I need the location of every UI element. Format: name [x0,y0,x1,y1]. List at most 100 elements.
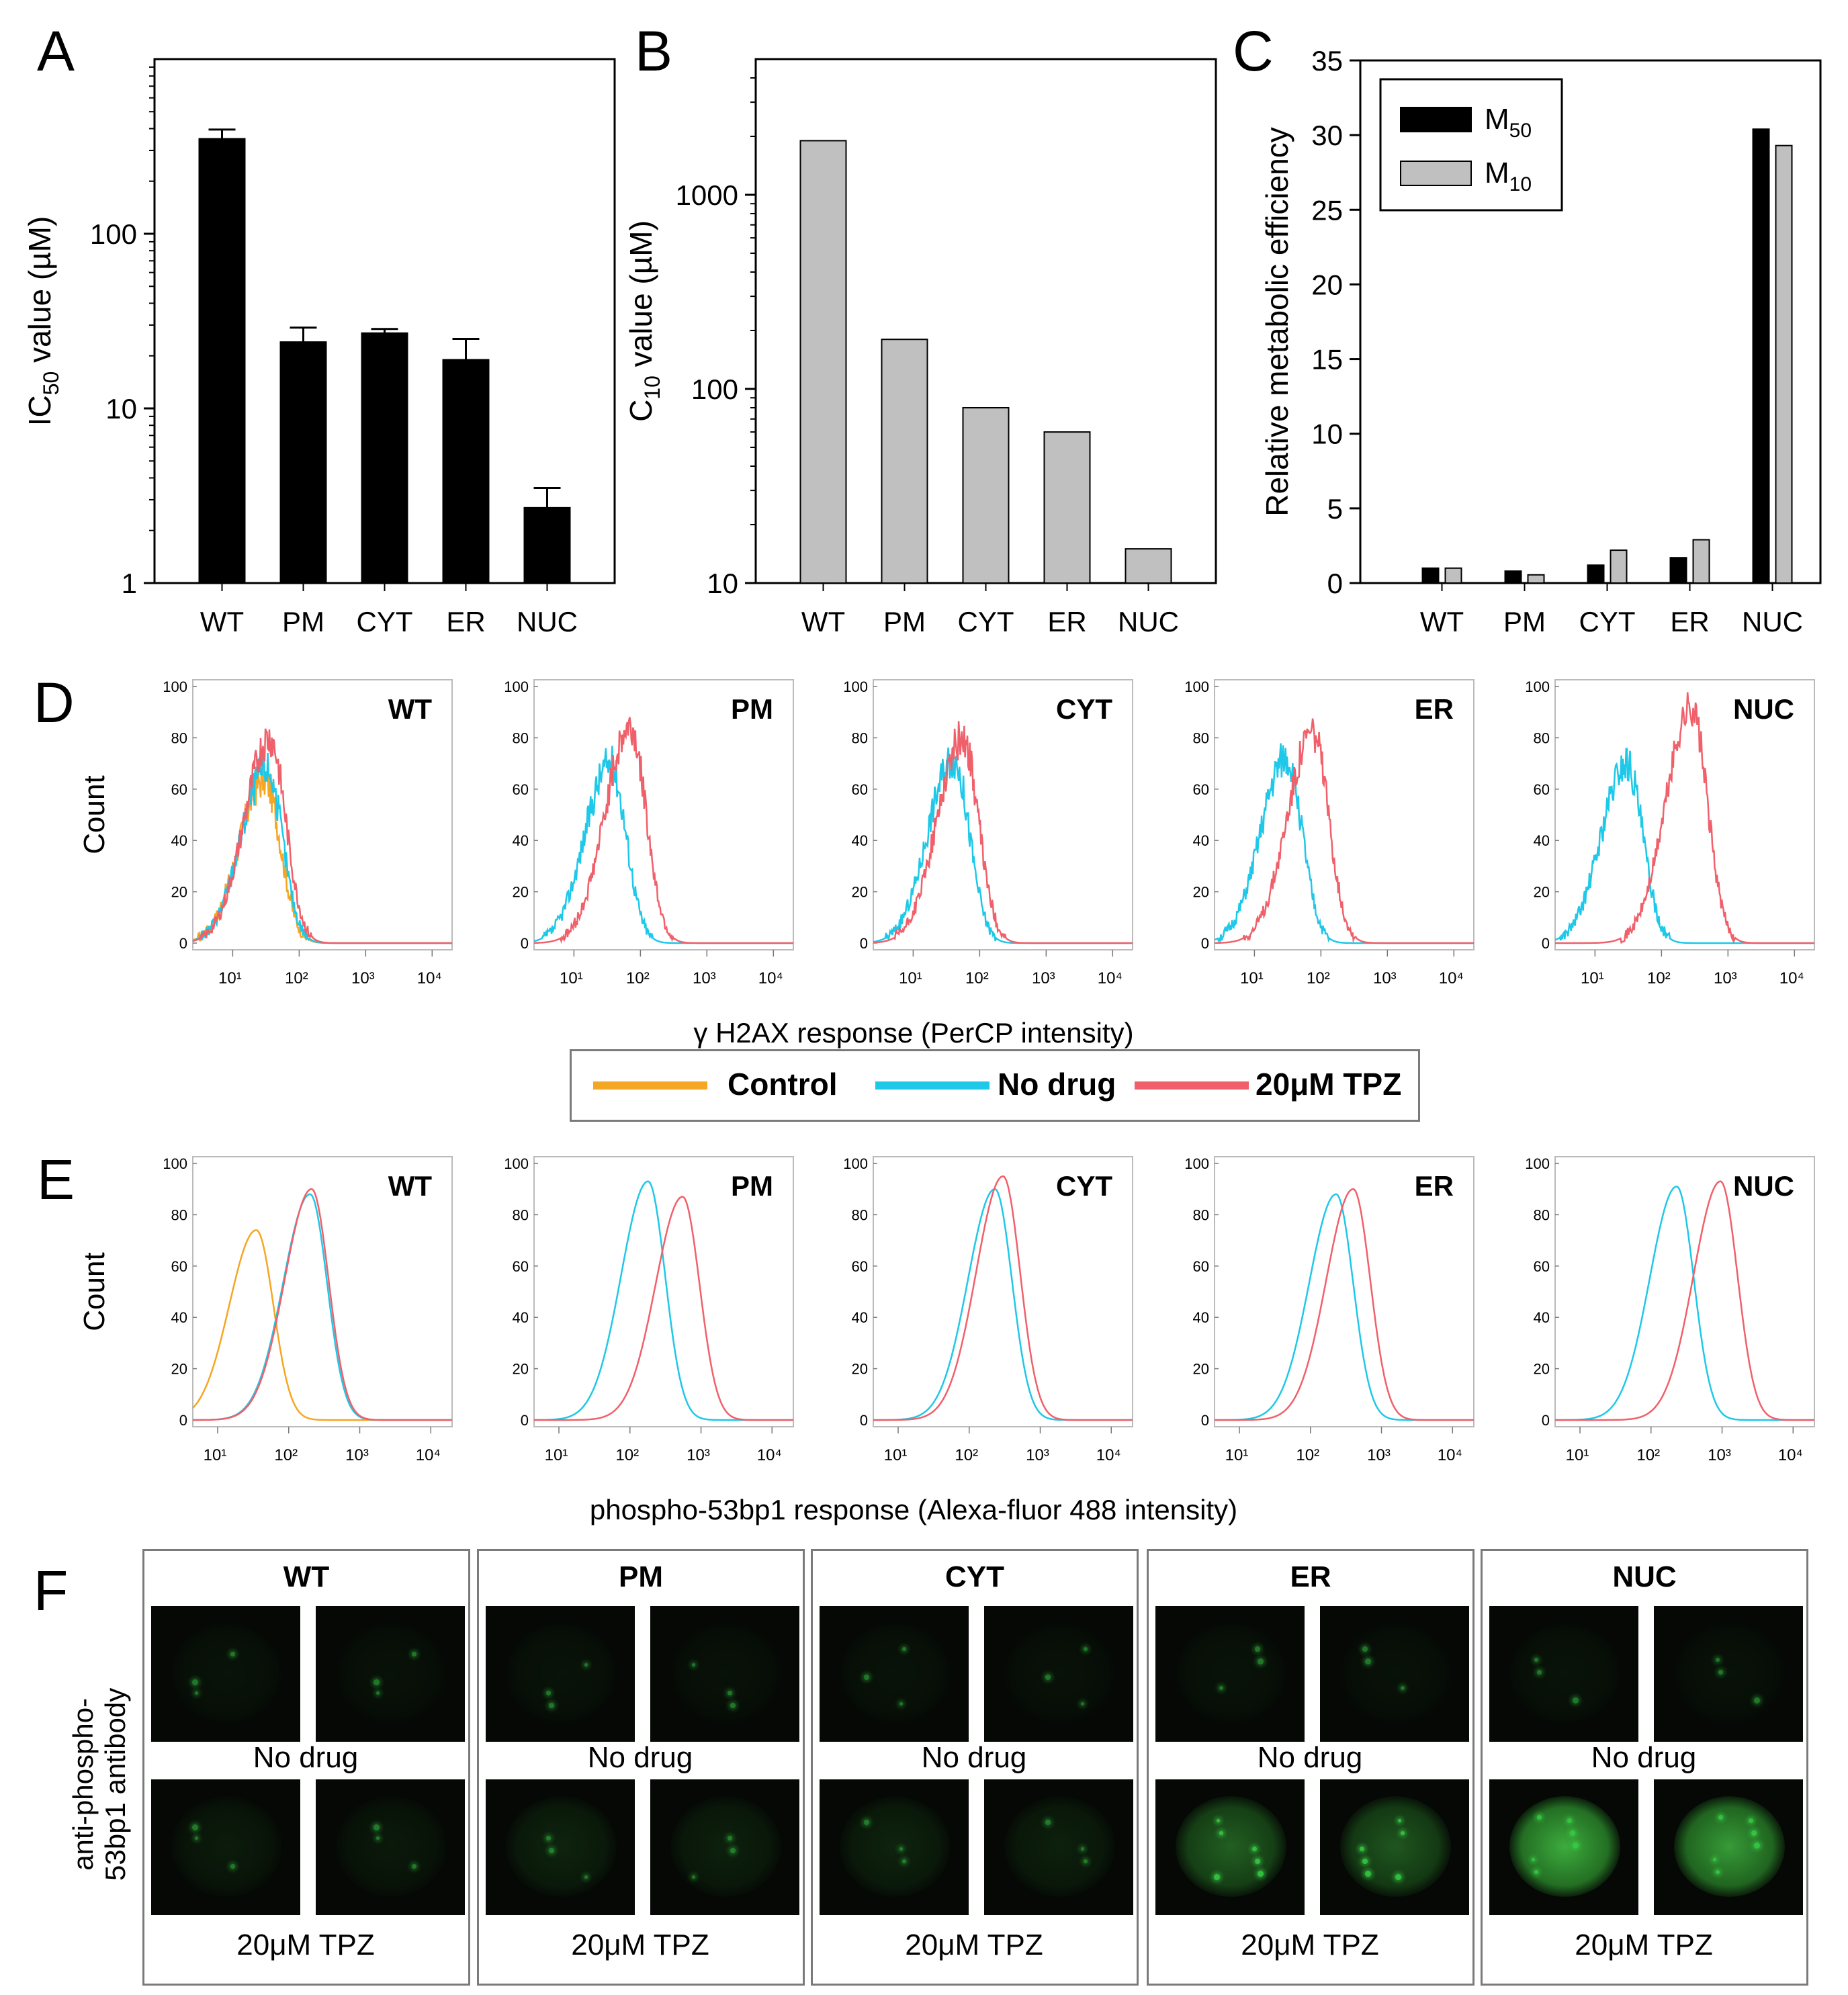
panel-d-ytick-label: 20 [852,884,868,901]
panel-b-ytick-label: 1000 [676,179,738,211]
panel-d-ytick-label: 20 [171,884,187,901]
panel-e-ytick-label: 0 [1542,1412,1550,1429]
panel-d-ytick-label: 0 [860,935,868,952]
cell-nucleus [840,1623,951,1724]
panel-d-ytick-label: 100 [163,678,187,695]
panel-e-xtick-label: 10¹ [1225,1446,1249,1464]
flow-legend: Control No drug 20μM TPZ [570,1049,1420,1122]
panel-d-curve-20-m-tpz [1215,718,1474,944]
panel-a-bar [523,506,571,584]
panel-b-bar [881,339,928,584]
cell-image-tpz-2 [1654,1779,1803,1915]
foci-dot [1751,1830,1757,1836]
foci-dot [1570,1830,1575,1836]
row-label-tpz: 20μM TPZ [1241,1928,1379,1961]
panel-c-bar-m10 [1775,144,1793,584]
panel-e-ytick-label: 40 [1534,1309,1550,1326]
panel-d-ytick-label: 40 [513,832,529,849]
cell-image-nodrug-2 [316,1606,465,1742]
foci-dot [230,1652,235,1656]
cell-nucleus [1340,1623,1451,1724]
panel-c-bar-m10 [1692,539,1710,584]
foci-dot [1534,1870,1538,1874]
panel-e-histogram-wt: 0 20 40 60 80 100 10¹ 10² 10³ 10⁴ WT [163,1155,453,1464]
legend-nodrug-label: No drug [998,1067,1116,1102]
panel-a-bar [279,341,327,584]
cell-image-nodrug-1 [1489,1606,1638,1742]
foci-dot [692,1875,695,1879]
foci-dot [728,1836,732,1841]
panel-d-curve-20-m-tpz [192,728,452,944]
panel-e-ytick-label: 100 [163,1155,187,1172]
foci-dot [412,1652,416,1656]
panel-e-xtick-label: 10³ [687,1446,710,1464]
foci-dot [376,1691,380,1695]
panel-d-ytick-label: 40 [1534,832,1550,849]
foci-dot [864,1675,869,1680]
foci-dot [899,1702,903,1705]
panel-a-xtick-label: NUC [517,606,578,637]
panel-c-bar-m50 [1752,128,1770,584]
panel-e-ytick-label: 100 [1525,1155,1550,1172]
foci-dot [902,1859,906,1863]
panel-b-xtick-label: WT [801,606,845,637]
panel-c-xtick-label: WT [1420,606,1464,637]
foci-dot [728,1691,732,1695]
foci-dot [1754,1697,1760,1703]
panel-b-bar [1125,548,1172,584]
foci-dot [730,1848,736,1853]
foci-dot [195,1836,198,1840]
cell-nucleus [1509,1623,1620,1724]
panel-d-xtick-label: 10³ [1032,969,1055,987]
panel-d-xtick-label: 10³ [351,969,375,987]
panel-d-ytick-label: 100 [843,678,868,695]
foci-dot [1219,1831,1223,1835]
panel-e-xtick-label: 10³ [1708,1446,1731,1464]
panel-d-xtick-label: 10² [626,969,650,987]
panel-e-hist-frame [873,1156,1133,1427]
panel-e-ytick-label: 40 [171,1309,187,1326]
panel-a-xtick-label: ER [446,606,485,637]
panel-e-ytick-label: 40 [1193,1309,1209,1326]
panel-d-histogram-cyt: 0 20 40 60 80 100 10¹ 10² 10³ 10⁴ CYT [843,678,1133,987]
panel-d-ytick-label: 60 [171,781,187,798]
cell-nucleus [1340,1796,1451,1897]
foci-dot [1365,1871,1371,1877]
foci-dot [1045,1675,1051,1680]
foci-dot [1255,1646,1260,1652]
panel-d-xtick-label: 10² [1647,969,1671,987]
panel-d-ylabel: Count [78,775,111,854]
foci-dot [1532,1858,1535,1861]
row-label-tpz: 20μM TPZ [571,1928,709,1961]
foci-dot [1258,1658,1264,1665]
panel-e-curve-20-m-tpz [534,1196,793,1421]
imaging-panel-wt: WT No drug 20μM TPZ [142,1549,470,1986]
panel-a-letter: A [37,19,75,83]
cell-image-tpz-1 [151,1779,300,1915]
foci-dot [1754,1843,1760,1849]
panel-e-panel-title: WT [388,1170,433,1202]
cell-image-nodrug-1 [820,1606,969,1742]
imaging-panel-title: CYT [945,1560,1004,1593]
imaging-panel-pm: PM No drug 20μM TPZ [477,1549,805,1986]
panel-e-xtick-label: 10⁴ [1438,1446,1462,1464]
panel-d-ytick-label: 60 [1193,781,1209,798]
imaging-panel-nuc: NUC No drug 20μM TPZ [1481,1549,1808,1986]
foci-dot [192,1824,198,1830]
panel-e-hist-frame [192,1156,453,1427]
panel-d-curve-20-m-tpz [1555,692,1814,944]
panel-e-ytick-label: 60 [1534,1258,1550,1275]
foci-dot [1214,1874,1220,1880]
panel-d-ytick-label: 20 [513,884,529,901]
panel-c-bar-m10 [1444,567,1462,584]
foci-dot [1749,1818,1753,1823]
foci-dot [549,1848,554,1853]
foci-dot [1713,1858,1716,1861]
panel-b-ylabel: C10 value (µM) [623,220,664,422]
panel-e-ytick-label: 0 [521,1412,529,1429]
row-label-nodrug: No drug [1257,1741,1363,1774]
panel-c-ytick-label: 20 [1311,269,1343,300]
foci-dot [1081,1702,1084,1705]
panel-e-xtick-label: 10¹ [1566,1446,1589,1464]
panel-d-xtick-label: 10⁴ [1439,969,1464,987]
